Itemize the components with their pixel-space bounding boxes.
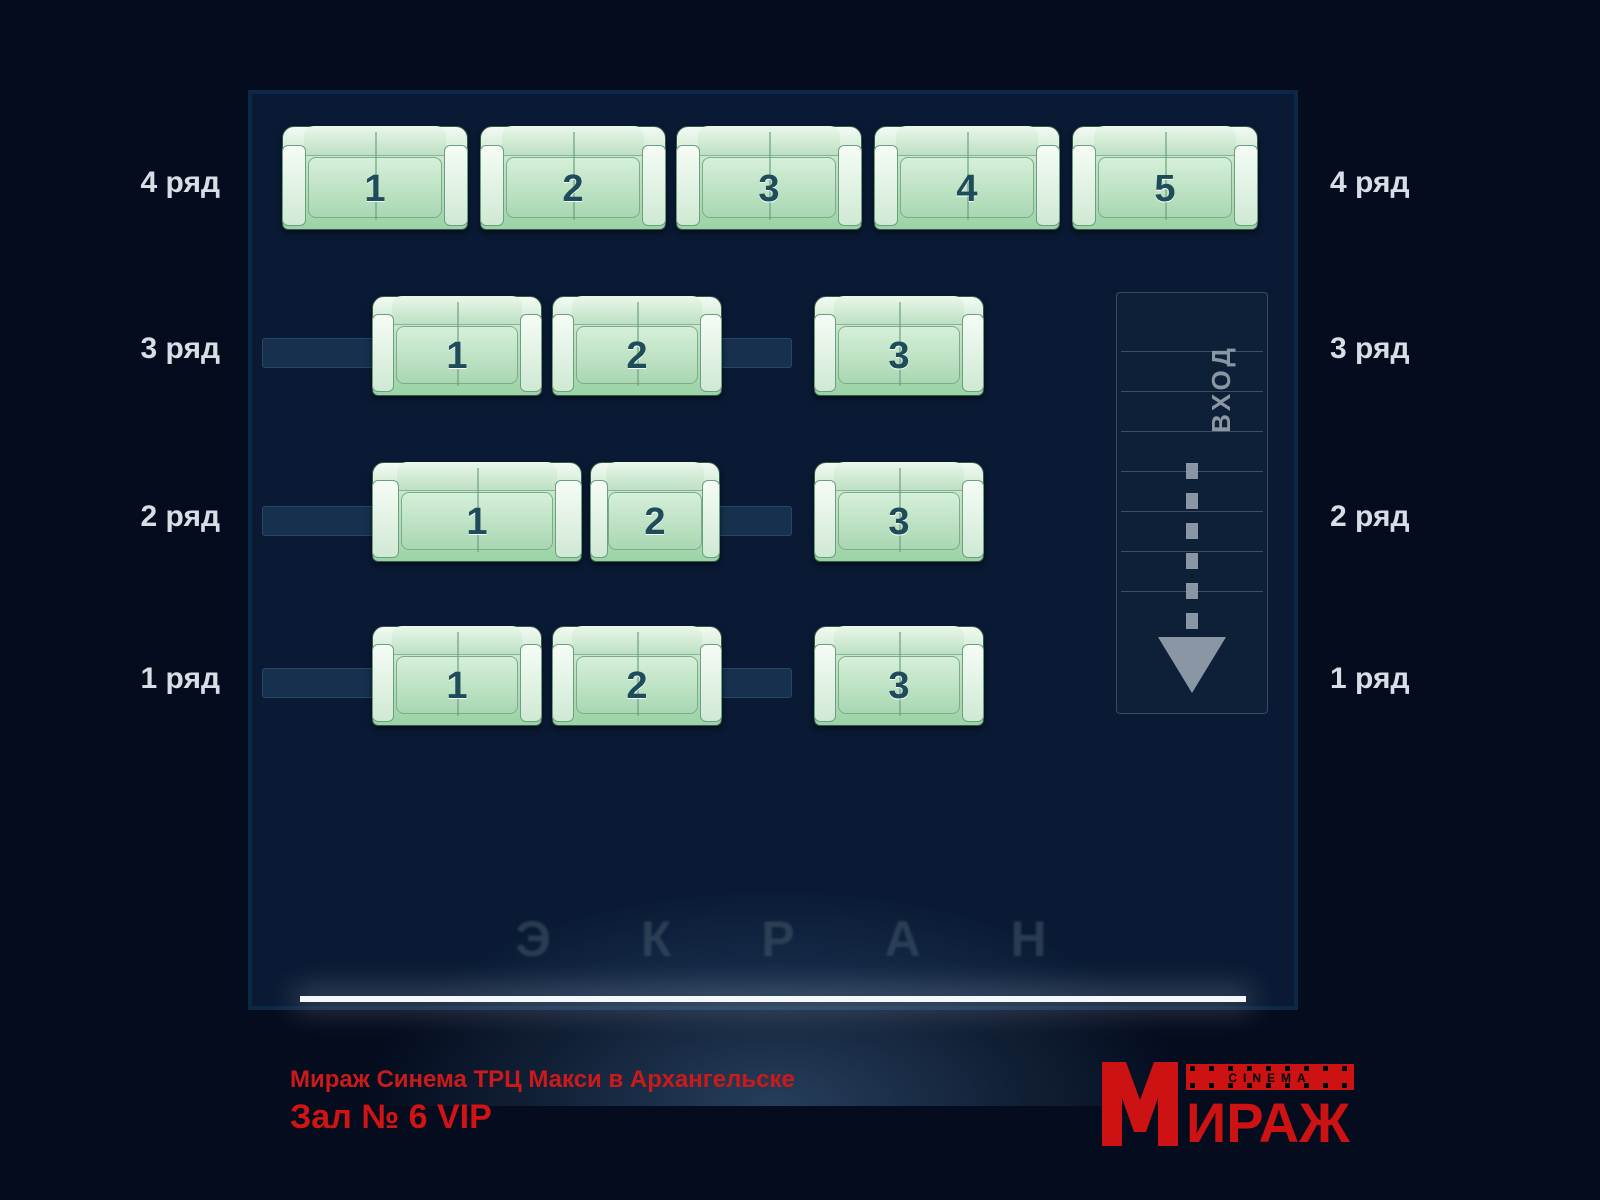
row-ledge [262,506,374,536]
seat-number: 3 [814,665,984,708]
row-ledge [262,668,374,698]
seat-back [606,462,705,491]
seat-number: 2 [590,501,720,544]
seat-number: 1 [372,665,542,708]
row-label-right-4: 4 ряд [1330,166,1450,200]
svg-text:ИРАЖ: ИРАЖ [1186,1091,1350,1148]
seat-number: 4 [874,168,1060,211]
seat-row2-n3[interactable]: 3 [814,462,984,562]
seat-row4-n2[interactable]: 2 [480,126,666,230]
seat-number: 5 [1072,168,1258,211]
row-label-left-3: 3 ряд [100,332,220,366]
seat-row4-n5[interactable]: 5 [1072,126,1258,230]
row-label-left-2: 2 ряд [100,500,220,534]
footer: Мираж Синема ТРЦ Макси в Архангельске Зал… [290,1066,795,1137]
seating-diagram: 4 ряд 4 ряд 3 ряд 3 ряд 2 ряд 2 ряд 1 ряд 1 ряд… [0,0,1600,1200]
cinema-name: Мираж Синема ТРЦ Макси в Архангельске [290,1066,795,1094]
screen-line [300,996,1246,1002]
entrance: ВХОД [1116,292,1268,714]
row-label-right-3: 3 ряд [1330,332,1450,366]
seat-row1-n1[interactable]: 1 [372,626,542,726]
seat-row1-n3[interactable]: 3 [814,626,984,726]
row-label-left-4: 4 ряд [100,166,220,200]
entrance-arrow-icon [1117,293,1267,713]
seat-row3-n1[interactable]: 1 [372,296,542,396]
logo: ИРАЖ CINEMA [1100,1052,1360,1148]
seat-row2-n2[interactable]: 2 [590,462,720,562]
seat-row4-n4[interactable]: 4 [874,126,1060,230]
seat-row3-n3[interactable]: 3 [814,296,984,396]
seat-row4-n3[interactable]: 3 [676,126,862,230]
row-label-right-2: 2 ряд [1330,500,1450,534]
seat-number: 1 [282,168,468,211]
seat-number: 2 [480,168,666,211]
seat-number: 3 [676,168,862,211]
row-label-right-1: 1 ряд [1330,662,1450,696]
seat-number: 3 [814,335,984,378]
seat-row3-n2[interactable]: 2 [552,296,722,396]
seat-number: 2 [552,335,722,378]
seat-number: 1 [372,335,542,378]
seat-row1-n2[interactable]: 2 [552,626,722,726]
row-label-left-1: 1 ряд [100,662,220,696]
seat-number: 2 [552,665,722,708]
hall-name: Зал № 6 VIP [290,1098,795,1137]
seat-row2-n1[interactable]: 1 [372,462,582,562]
seat-row4-n1[interactable]: 1 [282,126,468,230]
seat-number: 1 [372,501,582,544]
seat-number: 3 [814,501,984,544]
row-ledge [262,338,374,368]
svg-text:CINEMA: CINEMA [1228,1071,1311,1085]
logo-icon: ИРАЖ CINEMA [1100,1052,1360,1148]
